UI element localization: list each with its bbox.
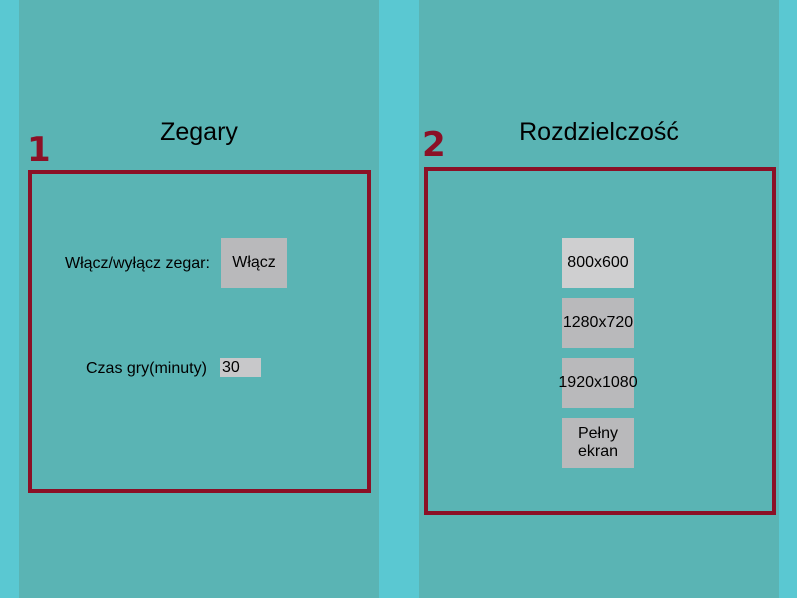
game-time-label: Czas gry(minuty): [86, 360, 207, 377]
resolution-1920x1080-button[interactable]: 1920x1080: [558, 358, 638, 408]
game-time-input[interactable]: [220, 358, 261, 377]
annotation-marker-1: 1: [27, 130, 51, 170]
annotation-frame-2: [424, 167, 776, 515]
fullscreen-button[interactable]: Pełny ekran: [562, 418, 634, 468]
annotation-marker-2: 2: [422, 125, 446, 165]
clocks-panel: Zegary: [19, 0, 379, 598]
annotation-frame-1: [28, 170, 371, 493]
clocks-panel-title: Zegary: [160, 118, 238, 146]
resolution-panel-title: Rozdzielczość: [519, 118, 679, 146]
clock-toggle-button[interactable]: Włącz: [221, 238, 287, 288]
resolution-1280x720-button[interactable]: 1280x720: [562, 298, 634, 348]
resolution-800x600-button[interactable]: 800x600: [562, 238, 634, 288]
clock-toggle-label: Włącz/wyłącz zegar:: [65, 255, 210, 272]
resolution-panel: Rozdzielczość: [419, 0, 779, 598]
